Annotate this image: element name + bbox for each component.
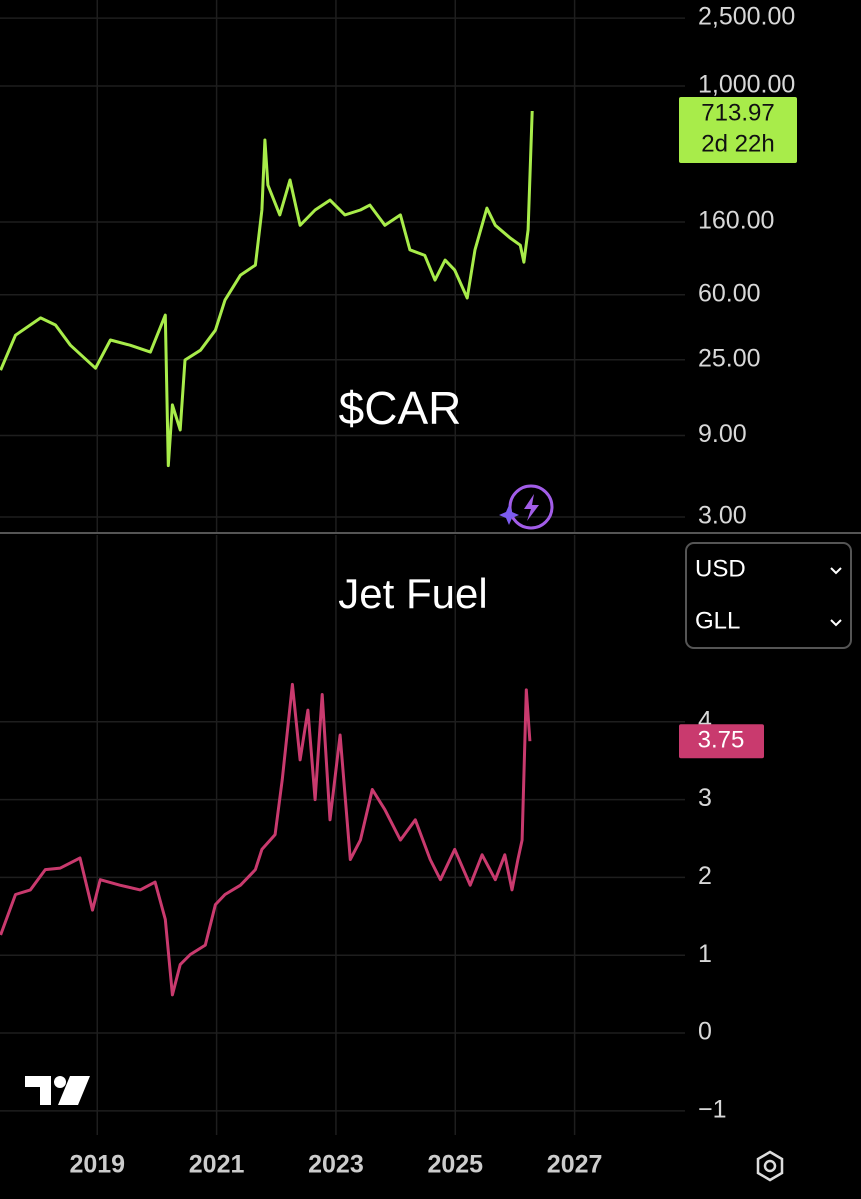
y-tick-label: 25.00	[698, 344, 761, 372]
dropdown-box	[685, 542, 852, 649]
countdown-label: 2d 22h	[701, 130, 774, 157]
last-value-label: 713.97	[701, 99, 774, 126]
y-tick-label: −1	[698, 1095, 727, 1123]
gear-hole	[763, 1159, 777, 1173]
ai-icon[interactable]	[499, 484, 554, 530]
y-tick-label: 3.00	[698, 502, 747, 530]
last-value-label: 3.75	[698, 727, 745, 754]
logo-part	[25, 1076, 51, 1105]
icon-ring	[508, 484, 554, 530]
chevron	[830, 567, 842, 575]
logo-part	[58, 1076, 90, 1105]
icon-bolt	[524, 494, 539, 521]
x-tick-label: 2023	[308, 1151, 364, 1179]
settings-button[interactable]	[756, 1150, 784, 1182]
unit-select[interactable]: GLL	[695, 607, 740, 634]
icon-sparkle	[499, 505, 519, 525]
chevron	[830, 619, 842, 627]
grid	[0, 0, 685, 1135]
y-tick-label: 0	[698, 1018, 712, 1046]
axes: 2,500.00 1,000.00 160.00 60.00 25.00 9.00 3.00…	[69, 3, 797, 1179]
y-tick-label: 160.00	[698, 207, 774, 235]
currency-select[interactable]: USD	[695, 555, 746, 582]
y-tick-label: 60.00	[698, 279, 761, 307]
tv-logo[interactable]	[25, 1076, 90, 1105]
y-tick-label: 2,500.00	[698, 3, 795, 31]
y-tick-label: 9.00	[698, 420, 747, 448]
data-line	[0, 682, 532, 997]
y-tick-label: 1	[698, 940, 712, 968]
y-tick-label: 3	[698, 784, 712, 812]
chart-title: Jet Fuel	[338, 570, 487, 617]
gear-outline	[756, 1150, 784, 1182]
y-tick-label: 2	[698, 862, 712, 890]
dropdowns: USD GLL	[685, 542, 852, 649]
x-tick-label: 2021	[189, 1151, 245, 1179]
x-tick-label: 2019	[69, 1151, 125, 1179]
last-value-badge	[679, 97, 797, 164]
y-tick-label: 1,000.00	[698, 71, 795, 99]
x-tick-label: 2025	[427, 1151, 483, 1179]
x-tick-label: 2027	[547, 1151, 603, 1179]
logo-part	[54, 1076, 66, 1088]
chart-title: $CAR	[339, 382, 462, 434]
data-line	[0, 110, 534, 468]
last-value-badge	[679, 724, 764, 759]
plots	[0, 110, 534, 997]
